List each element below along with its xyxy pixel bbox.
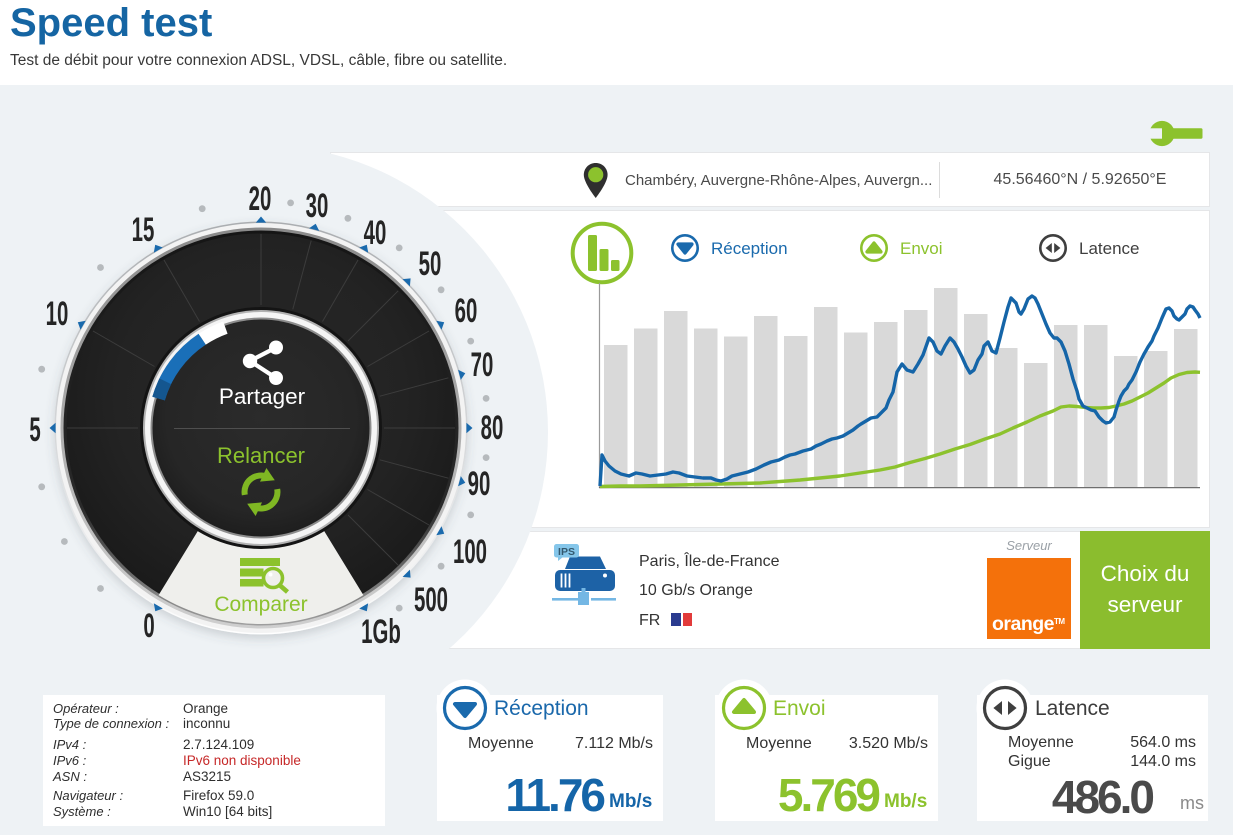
svg-text:IPS: IPS	[558, 546, 575, 558]
